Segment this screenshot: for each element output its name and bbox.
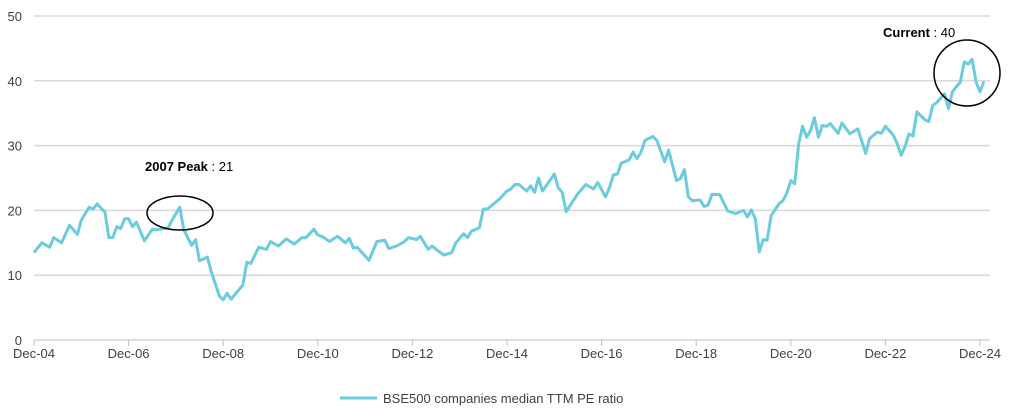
y-tick-label: 0	[15, 333, 22, 348]
legend: BSE500 companies median TTM PE ratio	[340, 391, 623, 406]
y-tick-label: 20	[8, 203, 22, 218]
annotation-2007-peak: 2007 Peak : 21	[145, 159, 233, 231]
x-tick-label: Dec-06	[108, 346, 150, 361]
x-tick-label: Dec-14	[486, 346, 528, 361]
x-tick-label: Dec-24	[959, 346, 1001, 361]
annotation-2007-peak-label: 2007 Peak : 21	[145, 159, 233, 174]
y-axis-tick-labels: 0 10 20 30 40 50	[8, 9, 22, 348]
y-tick-label: 50	[8, 9, 22, 24]
series-line-median-pe	[32, 57, 986, 302]
annotation-current-circle	[933, 39, 1001, 107]
y-tick-label: 40	[8, 74, 22, 89]
annotation-2007-peak-value: : 21	[208, 159, 233, 174]
x-tick-label: Dec-18	[675, 346, 717, 361]
x-tick-label: Dec-22	[864, 346, 906, 361]
gridlines	[34, 15, 990, 276]
annotation-2007-peak-bold: 2007 Peak	[145, 159, 209, 174]
x-tick-label: Dec-10	[297, 346, 339, 361]
annotation-current: Current : 40	[883, 25, 1001, 107]
annotation-current-label: Current : 40	[883, 25, 955, 40]
annotation-2007-peak-ellipse	[146, 195, 214, 231]
x-axis-ticks: Dec-04 Dec-06 Dec-08 Dec-10 Dec-12 Dec-14 Dec-…	[13, 340, 1001, 361]
x-tick-label: Dec-08	[202, 346, 244, 361]
y-tick-label: 10	[8, 268, 22, 283]
x-tick-label: Dec-16	[581, 346, 623, 361]
x-tick-label: Dec-20	[770, 346, 812, 361]
y-tick-label: 30	[8, 139, 22, 154]
annotation-current-value: : 40	[930, 25, 955, 40]
annotation-current-bold: Current	[883, 25, 931, 40]
x-tick-label: Dec-12	[391, 346, 433, 361]
x-tick-label: Dec-04	[13, 346, 55, 361]
legend-label: BSE500 companies median TTM PE ratio	[383, 391, 623, 406]
